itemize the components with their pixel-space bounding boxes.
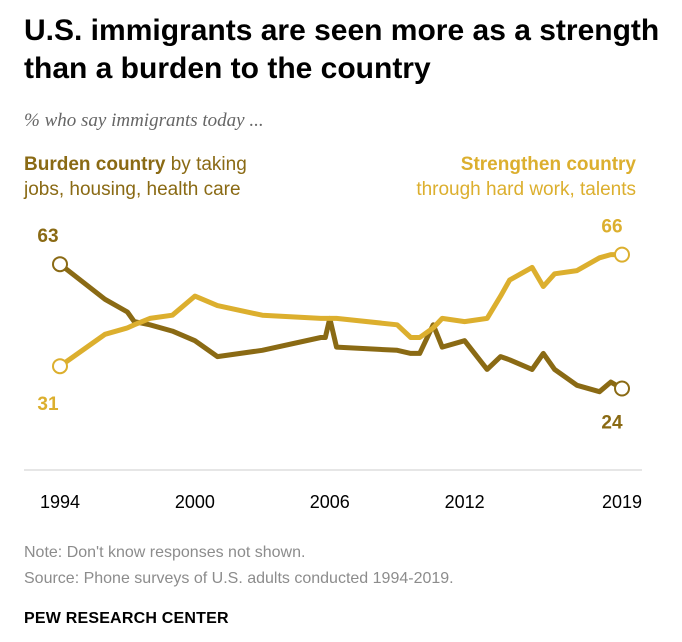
- strength-end-marker: [614, 246, 630, 263]
- legend-burden: Burden country by taking jobs, housing, …: [24, 152, 247, 202]
- series-line-strength: [57, 252, 625, 369]
- legend-burden-title: Burden country: [24, 154, 166, 175]
- legend-strength-desc: through hard work, talents: [416, 179, 636, 200]
- burden-start-marker: [52, 256, 68, 273]
- series-line-burden: [57, 261, 625, 395]
- line-chart: 1994 2000 2006 2012 2019 63 31 66 24: [24, 217, 642, 512]
- legend-strength: Strengthen country through hard work, ta…: [416, 152, 636, 202]
- legend-strength-title: Strengthen country: [460, 154, 636, 175]
- x-tick-label: 2000: [175, 492, 215, 512]
- data-label-burden-2019: 24: [601, 413, 623, 434]
- end-label-layer: 63 31 66 24: [37, 217, 623, 434]
- x-tick-label: 2006: [310, 492, 350, 512]
- x-tick-label: 1994: [40, 492, 80, 512]
- chart-note: Note: Don't know responses not shown.: [24, 544, 306, 561]
- marker-layer: [52, 246, 630, 397]
- x-tick-label: 2019: [602, 492, 642, 512]
- legend-burden-desc-1: by taking: [165, 154, 247, 175]
- data-label-burden-1994: 63: [37, 226, 58, 247]
- chart-title: U.S. immigrants are seen more as a stren…: [24, 14, 660, 85]
- chart-source: Source: Phone surveys of U.S. adults con…: [24, 570, 454, 587]
- x-axis-ticks: 1994 2000 2006 2012 2019: [40, 492, 642, 512]
- chart-subtitle: % who say immigrants today ...: [24, 110, 264, 131]
- strength-start-marker: [52, 358, 68, 375]
- series-layer: [57, 252, 625, 395]
- burden-end-marker: [614, 380, 630, 397]
- data-label-strength-2019: 66: [601, 217, 622, 238]
- legend-burden-desc-2: jobs, housing, health care: [24, 179, 241, 200]
- pew-logo-text: PEW RESEARCH CENTER: [24, 610, 229, 627]
- x-tick-label: 2012: [445, 492, 485, 512]
- data-label-strength-1994: 31: [37, 394, 59, 415]
